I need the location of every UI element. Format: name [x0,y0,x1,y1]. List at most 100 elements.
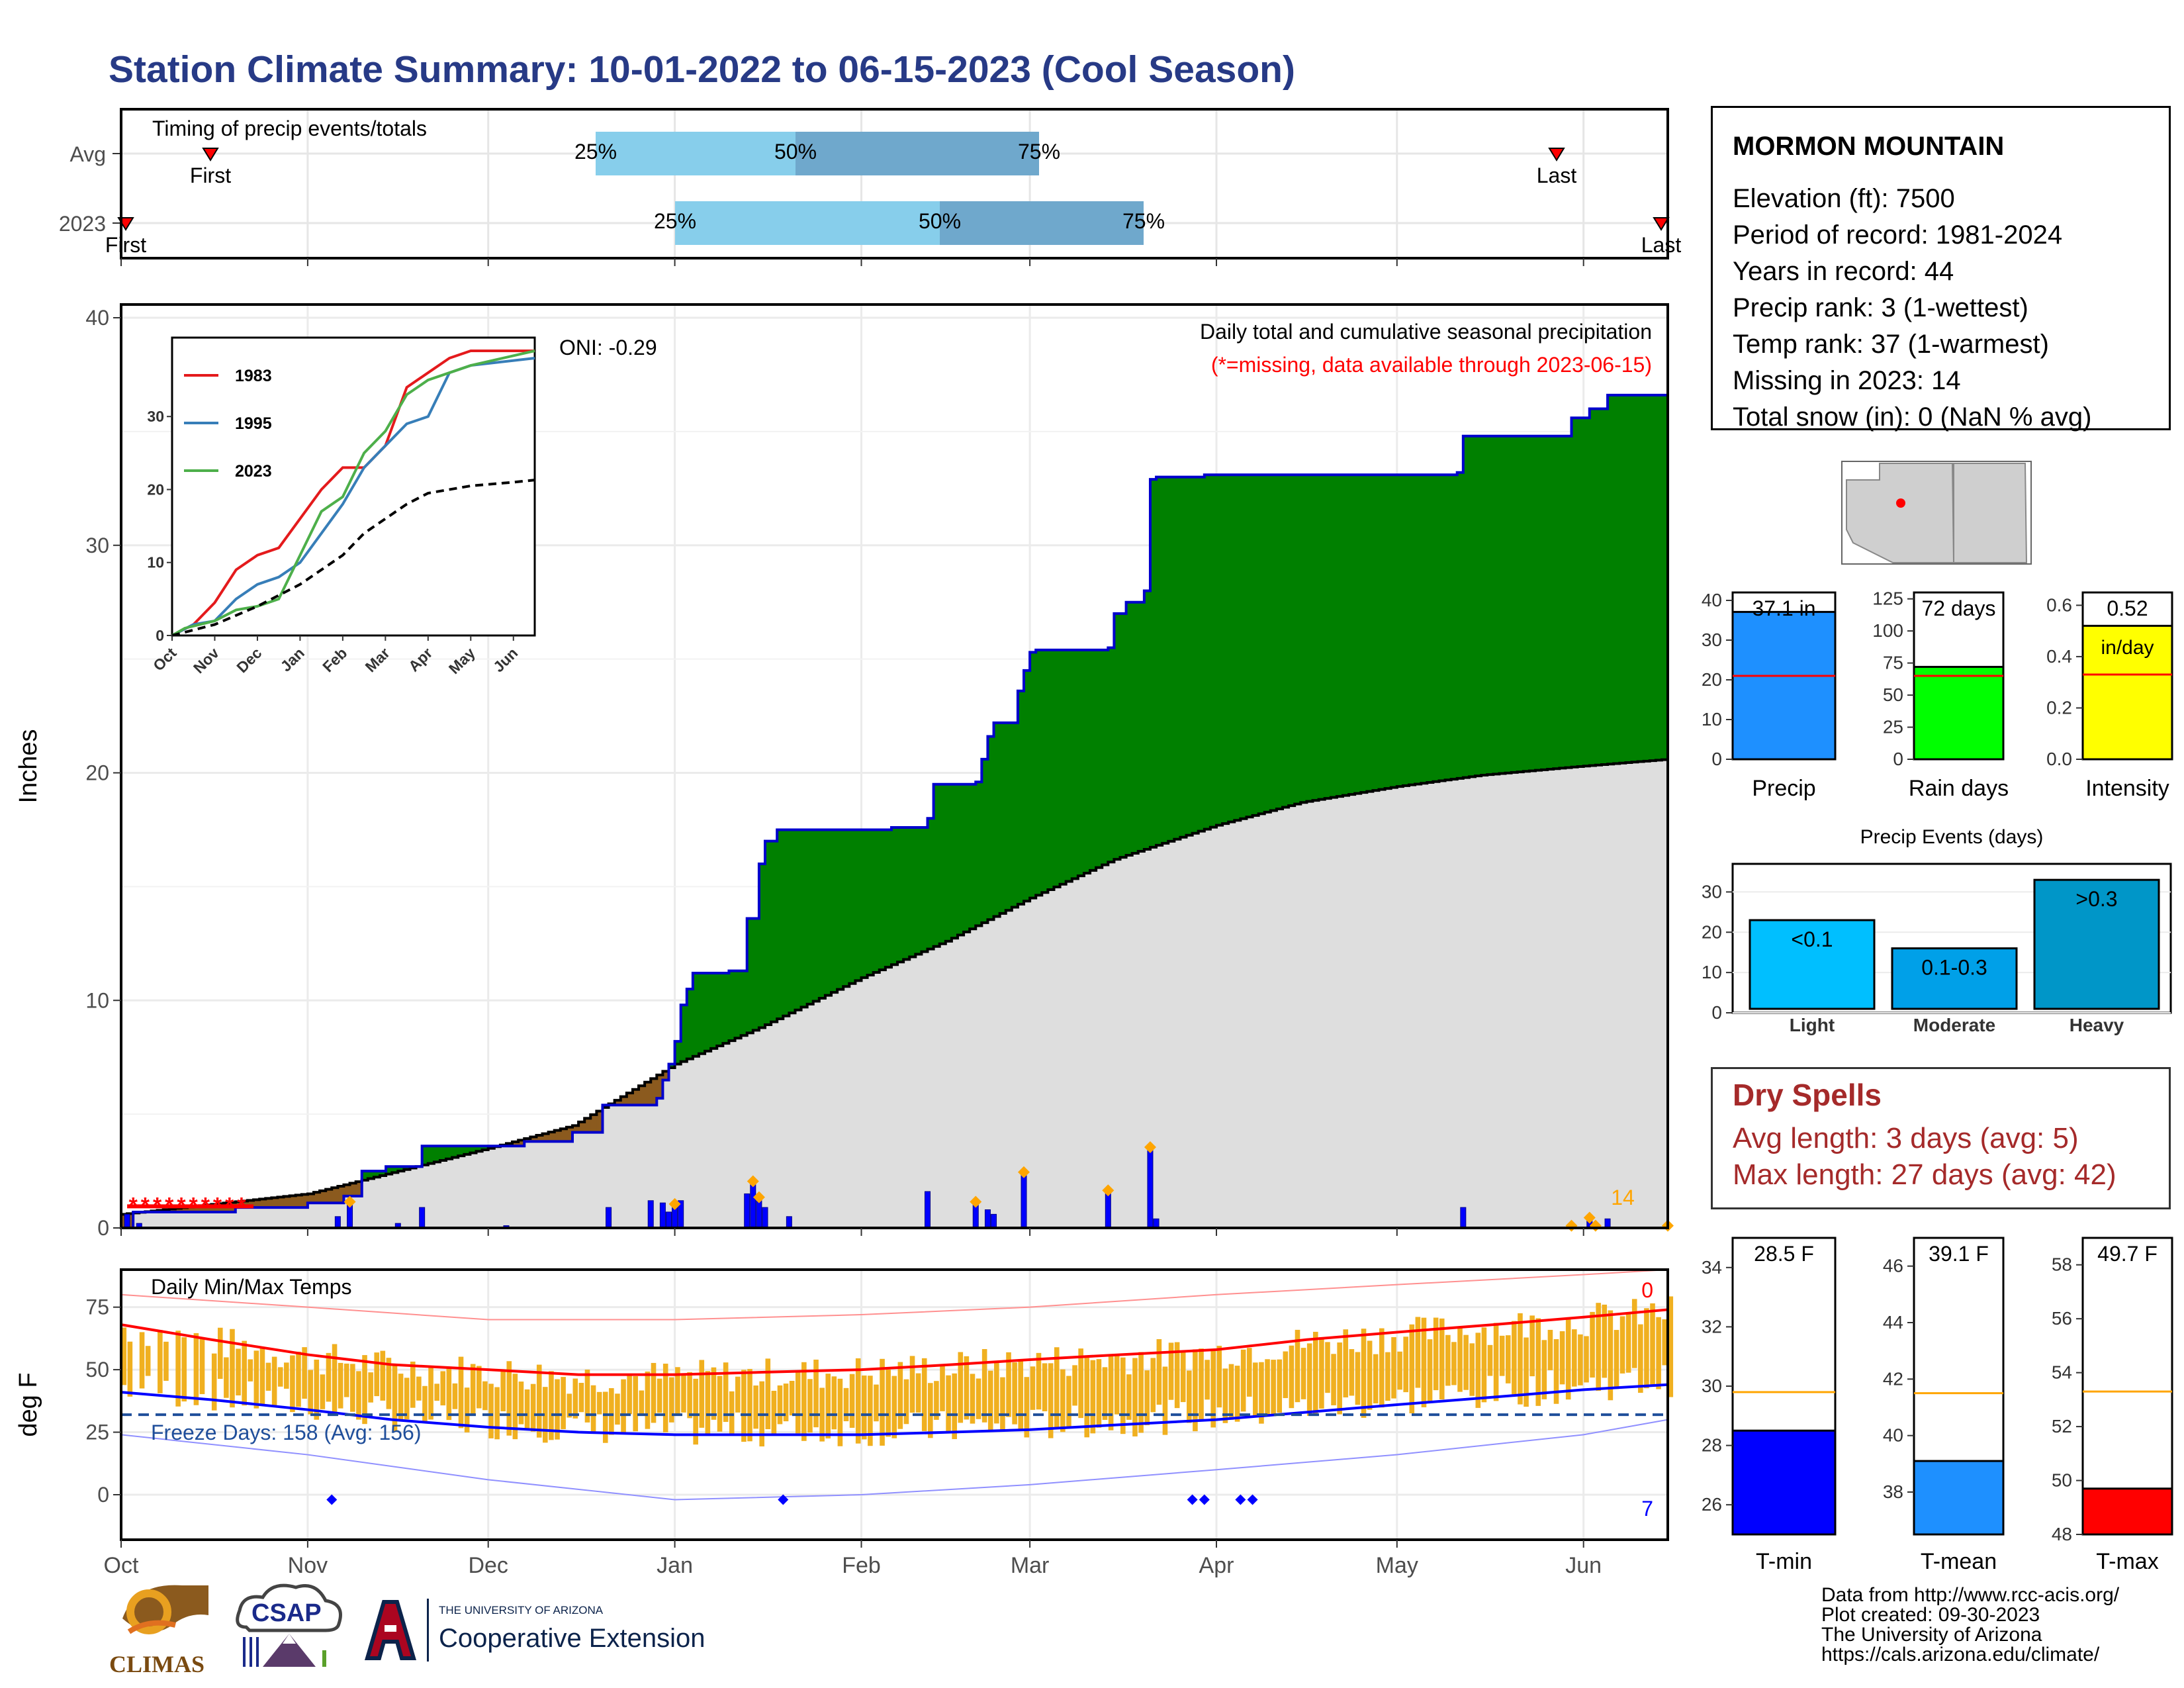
daily-temp-bar [265,1362,271,1391]
daily-temp-bar [398,1374,404,1421]
deficit-band [295,1195,302,1208]
surplus-band [1390,475,1398,788]
daily-temp-bar [705,1371,711,1434]
daily-temp-bar [1024,1377,1030,1438]
daily-temp-bar [1126,1374,1132,1420]
deficit-band [283,1196,291,1208]
bar-ytick-label: 0.4 [2046,646,2072,667]
daily-temp-bar [861,1375,867,1440]
daily-temp-bar [1397,1351,1402,1390]
bar-panel-rain_days: 0 25 50 75 100 125 72 days Rain days [1872,588,2009,801]
temp-xtick-label: Jun [1565,1553,1602,1578]
deficit-band [193,1206,200,1212]
surplus-band [1240,475,1248,819]
daily-temp-bar [1481,1327,1487,1403]
surplus-band [1234,475,1241,821]
surplus-band [1216,475,1223,825]
surplus-band [698,973,705,1054]
daily-temp-bar [1205,1360,1210,1400]
daily-temp-bar [1210,1349,1216,1428]
surplus-band [957,784,964,935]
surplus-band [1276,475,1283,810]
daily-temp-bar [1415,1317,1421,1388]
surplus-band [1150,479,1157,847]
daily-temp-bar [326,1352,332,1402]
precip-panel-border [120,303,1669,1229]
daily-temp-bar [1608,1310,1614,1401]
surplus-band [752,918,760,1031]
daily-precip-bar [606,1207,612,1229]
surplus-band [771,841,778,1022]
surplus-band [428,1146,435,1164]
surplus-band [735,970,742,1039]
daily-temp-bar [831,1376,837,1430]
surplus-band [458,1146,465,1156]
surplus-band [1102,649,1109,865]
bar-panel-tmin: 26 28 30 32 34 28.5 F T-min [1702,1237,1837,1574]
surplus-band [1108,647,1115,863]
daily-temp-bar [1300,1348,1306,1399]
daily-temp-bar [1451,1342,1457,1385]
bar-panel-tmax: 48 50 52 54 56 58 49.7 F T-max [2052,1237,2173,1574]
ua-small-text: THE UNIVERSITY OF ARIZONA [439,1604,604,1617]
daily-temp-bar [1078,1348,1083,1419]
deficit-band [355,1182,363,1196]
timing-bar-q2 [940,201,1144,245]
surplus-band [1042,649,1048,893]
daily-temp-bar [662,1364,668,1432]
deficit-band [620,1096,627,1105]
surplus-band [1132,602,1139,854]
avg-precip-area [121,759,1668,1228]
temp-xtick-label: Mar [1011,1553,1050,1578]
daily-temp-bar [1193,1349,1198,1432]
credits: Data from http://www.rcc-acis.org/ Plot … [1821,1585,2119,1665]
surplus-band [987,736,995,920]
bar-ytick-label: 56 [2052,1308,2072,1329]
daily-temp-bar [741,1370,747,1442]
daily-precip-bar [1604,1218,1611,1229]
bar-ytick-label: 42 [1883,1368,1903,1389]
deficit-band [632,1089,639,1105]
daily-temp-bar [1656,1317,1661,1389]
surplus-band [386,1166,392,1174]
avg-cumulative-line [121,758,1669,1216]
daily-temp-bar [253,1350,259,1409]
daily-temp-bar [747,1369,752,1442]
surplus-band [1180,477,1187,837]
daily-temp-bar [765,1358,771,1430]
record-low-count: 7 [1641,1497,1653,1521]
daily-temp-bar [717,1376,723,1432]
daily-temp-bar [1572,1329,1577,1387]
daily-temp-bar [362,1355,367,1425]
surplus-band [1511,436,1518,773]
surplus-band [1048,649,1055,890]
daily-temp-bar [1240,1349,1246,1412]
bar-value-label-rain_days: 72 days [1921,596,1995,620]
inset-line-1983 [171,350,535,637]
surplus-band [1583,418,1590,767]
deficit-band [662,1071,670,1080]
daily-temp-bar [1283,1351,1289,1399]
surplus-band [1499,436,1506,774]
surplus-band [1655,395,1662,761]
daily-temp-bar [1668,1296,1674,1397]
daily-temp-bar [1373,1354,1379,1404]
daily-temp-bar [1337,1342,1342,1415]
daily-temp-bar [668,1377,674,1423]
station-years: Years in record: 44 [1733,257,1954,286]
daily-temp-bar [1216,1346,1222,1408]
deficit-band [548,1132,555,1142]
surplus-band [1553,436,1560,769]
daily-temp-bar [1030,1366,1036,1410]
deficit-band [596,1111,604,1133]
temp-xtick-label: Feb [842,1553,881,1578]
deficit-band [560,1129,567,1142]
daily-temp-bar [886,1369,891,1437]
bar-value-label-tmean: 39.1 F [1929,1242,1989,1266]
surplus-band [891,827,898,965]
surplus-band [1493,436,1500,774]
daily-temp-bar [271,1356,277,1407]
surplus-band [1415,475,1422,784]
daily-temp-bar [627,1376,632,1415]
surplus-band [1174,477,1181,839]
